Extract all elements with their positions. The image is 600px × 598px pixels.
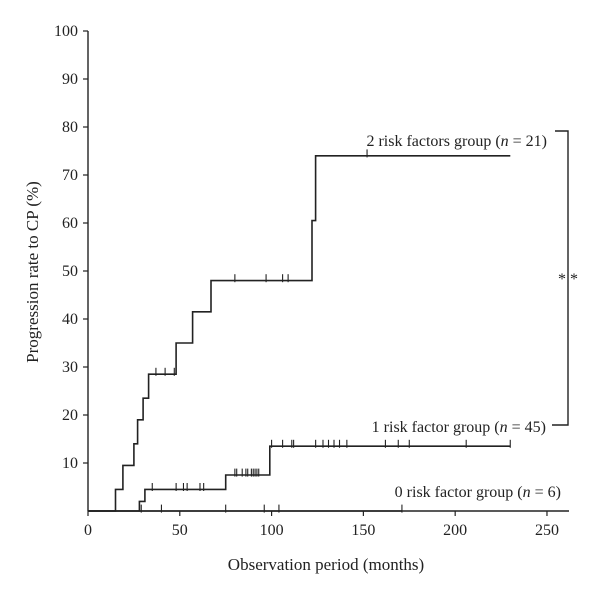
y-tick-label: 50 — [62, 263, 78, 280]
y-tick-label: 30 — [62, 359, 78, 376]
annotations: 2 risk factors group (n = 21) 1 risk fac… — [366, 133, 561, 501]
y-axis-title: Progression rate to CP (%) — [23, 181, 42, 363]
annotation-1-risk-factor: 1 risk factor group (n = 45) — [372, 419, 546, 436]
series-line-0 — [88, 155, 511, 512]
x-ticks: 0 50 100 150 200 250 — [84, 511, 559, 539]
x-tick-label: 50 — [172, 522, 188, 539]
x-tick-label: 100 — [260, 522, 284, 539]
x-tick-label: 250 — [535, 522, 559, 539]
y-tick-label: 20 — [62, 407, 78, 424]
x-tick-label: 200 — [443, 522, 467, 539]
series-layer — [88, 149, 511, 513]
y-tick-label: 90 — [62, 71, 78, 88]
x-tick-label: 0 — [84, 522, 92, 539]
y-tick-label: 80 — [62, 119, 78, 136]
annotation-part: = 45) — [508, 419, 546, 436]
series-1 — [88, 439, 511, 512]
significance-bracket — [552, 130, 569, 426]
series-line-1 — [88, 445, 511, 512]
significance-marker: * * — [558, 271, 578, 288]
annotation-part: n — [523, 484, 531, 501]
series-0 — [88, 149, 511, 512]
annotation-part: = 6) — [531, 484, 561, 501]
y-tick-label: 10 — [62, 455, 78, 472]
annotation-0-risk-factor: 0 risk factor group (n = 6) — [395, 484, 561, 501]
y-tick-label: 70 — [62, 167, 78, 184]
annotation-part: 0 risk factor group ( — [395, 484, 523, 501]
y-tick-label: 100 — [54, 23, 78, 40]
annotation-2-risk-factors: 2 risk factors group (n = 21) — [366, 133, 547, 150]
annotation-part: = 21) — [509, 133, 547, 150]
annotation-part: n — [500, 419, 508, 436]
x-tick-label: 150 — [351, 522, 375, 539]
y-ticks: 10 20 30 40 50 60 70 80 90 100 — [54, 23, 88, 472]
annotation-part: n — [501, 133, 509, 150]
annotation-part: 2 risk factors group ( — [366, 133, 500, 150]
y-tick-label: 60 — [62, 215, 78, 232]
series-2 — [88, 504, 403, 513]
y-tick-label: 40 — [62, 311, 78, 328]
annotation-part: 1 risk factor group ( — [372, 419, 500, 436]
x-axis-title: Observation period (months) — [228, 555, 424, 574]
